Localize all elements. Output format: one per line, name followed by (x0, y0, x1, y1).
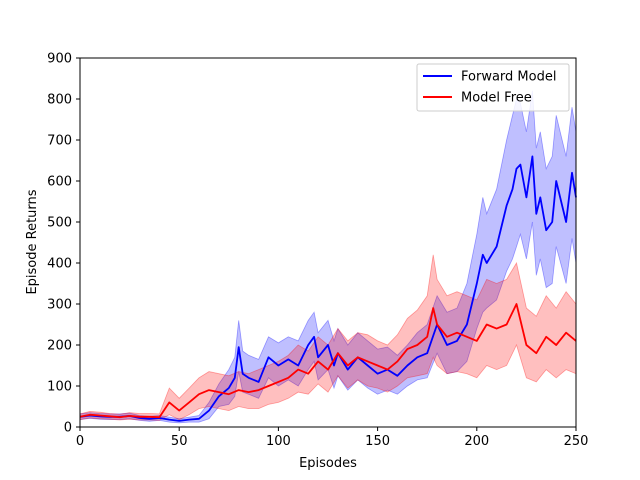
legend: Forward Model Model Free (416, 63, 570, 112)
y-tick-label: 900 (47, 52, 72, 67)
y-tick-label: 100 (47, 380, 72, 395)
x-tick-label: 200 (464, 434, 489, 449)
y-tick-label: 200 (47, 339, 72, 354)
x-axis-label: Episodes (299, 456, 357, 471)
y-tick-label: 400 (47, 257, 72, 272)
confidence-bands (79, 90, 577, 424)
y-axis-label: Episode Returns (25, 189, 40, 294)
x-tick-label: 150 (365, 434, 390, 449)
x-tick-label: 50 (171, 434, 188, 449)
plot-frame (79, 57, 577, 428)
y-tick-label: 500 (47, 216, 72, 231)
x-tick-label: 250 (564, 434, 589, 449)
legend-box (416, 63, 570, 112)
y-tick-label: 300 (47, 298, 72, 313)
y-tick-label: 700 (47, 134, 72, 149)
series-lines (79, 155, 577, 422)
y-axis-ticks: 0 100 200 300 400 500 600 700 800 900 (47, 52, 80, 436)
series-line-forward-model (79, 155, 577, 422)
y-tick-label: 600 (47, 175, 72, 190)
legend-label-forward-model: Forward Model (461, 70, 556, 85)
y-tick-label: 800 (47, 93, 72, 108)
y-tick-label: 0 (64, 421, 72, 436)
legend-label-model-free: Model Free (461, 91, 532, 106)
x-axis-ticks: 0 50 100 150 200 250 (76, 427, 589, 449)
x-tick-label: 0 (76, 434, 84, 449)
series-line-model-free (79, 303, 577, 419)
x-tick-label: 100 (266, 434, 291, 449)
